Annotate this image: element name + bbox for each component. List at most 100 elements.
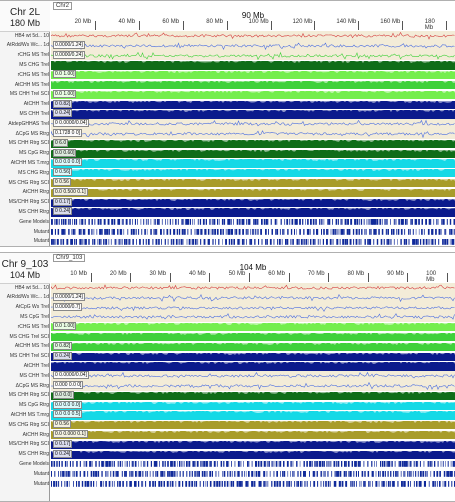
- track-label[interactable]: HB4 wt 5d... 10: [1, 285, 49, 291]
- track-genes[interactable]: [51, 479, 455, 489]
- track-solid[interactable]: 0 0.56: [51, 420, 455, 430]
- ruler-tick-label: 160 Mb: [379, 19, 401, 25]
- track-solid[interactable]: 0.0 0.60]: [51, 149, 455, 159]
- track-wiggle[interactable]: 0.000 0.0 0]: [51, 381, 455, 391]
- track-label[interactable]: MS CHG Trel SCI: [1, 334, 49, 340]
- track-solid[interactable]: 0 0.56]: [51, 168, 455, 178]
- track-label[interactable]: MS CpG Rtrg: [1, 150, 49, 156]
- track-label[interactable]: MS CHG Rtrg SCI: [1, 422, 49, 428]
- track-solid[interactable]: 0.0 1.00]: [51, 70, 455, 80]
- track-genes[interactable]: [51, 217, 455, 227]
- track-genes[interactable]: [51, 227, 455, 237]
- track-solid[interactable]: 0 0.82]: [51, 100, 455, 110]
- track-label[interactable]: MS/CHH Rtrg SCI: [1, 199, 49, 205]
- track-solid[interactable]: 0 0.24]: [51, 207, 455, 217]
- track-label[interactable]: rCHG MS Trel: [1, 72, 49, 78]
- track-solid[interactable]: 0.0 1.00]: [51, 322, 455, 332]
- track-label[interactable]: MS CHG Rtrg SCI: [1, 180, 49, 186]
- track-genes[interactable]: [51, 237, 455, 247]
- track-label[interactable]: MS CHH Trel: [1, 373, 49, 379]
- track-label[interactable]: MS CHG Rtrg: [1, 170, 49, 176]
- track-label[interactable]: AtdepGHHAS Trel: [1, 121, 49, 127]
- track-solid[interactable]: 0 0.82]: [51, 342, 455, 352]
- track-label[interactable]: MS CHH Rtrg: [1, 451, 49, 457]
- track-label[interactable]: MS CHH Trel SCI: [1, 353, 49, 359]
- track-label[interactable]: ΔCpG MS Rtrg: [1, 131, 49, 137]
- ruler-tick-label: 20 Mb: [109, 271, 128, 277]
- track-label[interactable]: MS CHH Rtrg: [1, 209, 49, 215]
- track-label[interactable]: AtCHH Rtrg: [1, 432, 49, 438]
- track-label[interactable]: MS CpG Rtrg: [1, 402, 49, 408]
- track-label[interactable]: Mutant: [1, 238, 49, 244]
- track-solid[interactable]: 0 0.24]: [51, 109, 455, 119]
- track-solid[interactable]: 0 0.56: [51, 178, 455, 188]
- track-solid[interactable]: 0.0 1.00]: [51, 90, 455, 100]
- track-label[interactable]: AtCHH MS T.mrg: [1, 412, 49, 418]
- track-label[interactable]: Mutant: [1, 471, 49, 477]
- ruler-tick: [183, 21, 184, 30]
- track-label[interactable]: AtCHH Rtrg: [1, 189, 49, 195]
- track-wiggle[interactable]: 0.0000/0.7]: [51, 303, 455, 313]
- track-solid[interactable]: 0.0 0.0 0.0]: [51, 401, 455, 411]
- track-scale-label: 0.0 0.500 0.1]: [53, 188, 88, 196]
- track-solid[interactable]: 0 0.17]: [51, 440, 455, 450]
- track-solid[interactable]: 0 0.24]: [51, 450, 455, 460]
- track-label[interactable]: MS CHH Trel: [1, 111, 49, 117]
- track-wiggle[interactable]: [51, 31, 455, 41]
- track-label[interactable]: MS CHH Rtrg SCI: [1, 392, 49, 398]
- track-solid[interactable]: 0.0 0.0 0.5]: [51, 410, 455, 420]
- track-solid[interactable]: [51, 361, 455, 371]
- track-label[interactable]: AtCHH Trel: [1, 363, 49, 369]
- track-label[interactable]: AtCHH MS Trel: [1, 343, 49, 349]
- track-solid[interactable]: 0.0 0.0 0.0]: [51, 158, 455, 168]
- track-wiggle[interactable]: 0.1728 0 0]: [51, 129, 455, 139]
- track-solid[interactable]: 0 0.24]: [51, 352, 455, 362]
- track-wiggle[interactable]: [51, 283, 455, 293]
- track-label[interactable]: AtCHH MS T.mrg: [1, 160, 49, 166]
- track-label[interactable]: AtRdd/Ws Wc... 1d: [1, 294, 49, 300]
- track-solid[interactable]: 0 0.17]: [51, 198, 455, 208]
- track-scale-label: 0.0 0.60]: [53, 149, 76, 157]
- wiggle-line: [51, 129, 455, 139]
- ruler-tick: [328, 273, 329, 282]
- track-label[interactable]: Gene Models: [1, 219, 49, 225]
- track-solid[interactable]: 0 6.0: [51, 139, 455, 149]
- track-label[interactable]: MS CHG Trel: [1, 62, 49, 68]
- wiggle-line: [51, 312, 455, 322]
- track-solid[interactable]: 0.0 0.500 0.1]: [51, 188, 455, 198]
- track-label[interactable]: MS CpG Trel: [1, 314, 49, 320]
- track-label[interactable]: rCHG MS Trel: [1, 324, 49, 330]
- track-solid[interactable]: 0.0 0.000 0.1]: [51, 430, 455, 440]
- track-wiggle[interactable]: 0.0000/1.24]: [51, 293, 455, 303]
- track-label[interactable]: HB4 wt 5d... 10: [1, 33, 49, 39]
- track-genes[interactable]: [51, 459, 455, 469]
- track-genes[interactable]: [51, 469, 455, 479]
- track-label[interactable]: MS/CHH Rtrg SCI: [1, 441, 49, 447]
- track-dense[interactable]: [51, 60, 455, 70]
- track-label[interactable]: Mutant: [1, 481, 49, 487]
- track-label[interactable]: AtCHH Trel: [1, 101, 49, 107]
- track-solid[interactable]: [51, 332, 455, 342]
- track-wiggle[interactable]: [51, 312, 455, 322]
- track-label[interactable]: ΔCpG MS Rtrg: [1, 383, 49, 389]
- track-wiggle[interactable]: 0.0000/0.24]: [51, 51, 455, 61]
- track-label[interactable]: AtCpG Ws Trel: [1, 304, 49, 310]
- track-label[interactable]: Gene Models: [1, 461, 49, 467]
- chromosome-name: Chr 9_103: [0, 253, 50, 270]
- track-solid[interactable]: 0.0 0.0]: [51, 391, 455, 401]
- track-wiggle[interactable]: 0.0000/1.24]: [51, 41, 455, 51]
- track-label[interactable]: Mutant: [1, 229, 49, 235]
- track-wiggle[interactable]: 0 0.0000/0.04]: [51, 119, 455, 129]
- track-solid[interactable]: [51, 80, 455, 90]
- track-label[interactable]: rCHG MS Trel: [1, 52, 49, 58]
- track-wiggle[interactable]: 0 0.0000/0.04]: [51, 371, 455, 381]
- track-label[interactable]: AtRdd/Ws Wc... 1d: [1, 42, 49, 48]
- ruler-tick: [91, 273, 92, 282]
- track-label[interactable]: AtCHH MS Trel: [1, 82, 49, 88]
- track-label[interactable]: MS CHH Rtrg SCI: [1, 140, 49, 146]
- track-label[interactable]: MS CHH Trel SCI: [1, 91, 49, 97]
